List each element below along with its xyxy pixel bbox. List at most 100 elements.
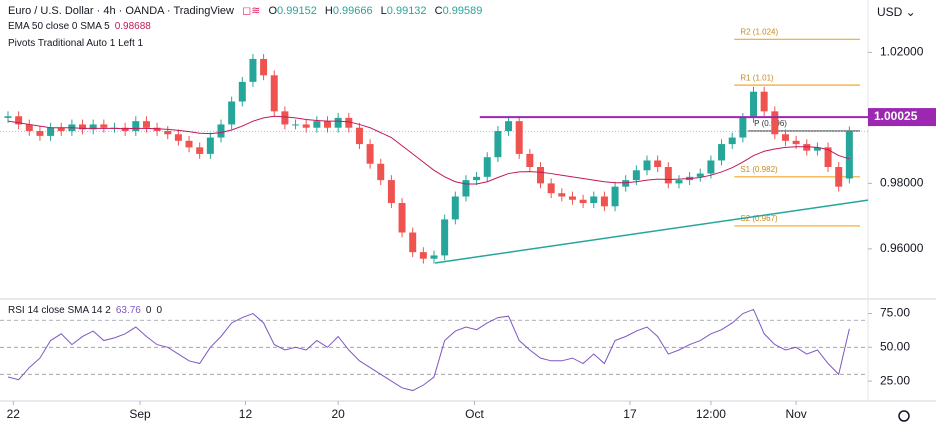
candle-body [270,75,278,112]
candle-body [313,121,321,128]
rsi-value: 0 [156,305,162,316]
candle-body [441,219,449,256]
candle-body [121,127,129,131]
rsi-y-tick-label: 50.00 [880,339,910,353]
pivot-label: S2 (0.967) [740,214,778,223]
rsi-name: RSI 14 close SMA 14 2 [8,305,111,316]
candle-body [792,140,800,145]
pivot-label: R2 (1.024) [740,27,778,36]
candle-body [142,121,150,128]
candle-body [174,134,182,141]
candle-body [643,160,651,171]
candle-body [568,196,576,200]
candle-body [377,163,385,181]
candle-body [728,137,736,145]
rsi-line [7,308,850,392]
candle-body [132,121,140,131]
x-tick-label: 17 [623,407,637,421]
candle-body [25,124,33,131]
candle-body [579,199,587,204]
candle-body [260,58,268,76]
pivot-label: R1 (1.01) [740,73,774,82]
candle-body [824,147,832,168]
ema-name: EMA 50 close 0 SMA 5 [8,21,110,32]
candle-body [100,124,108,128]
candle-body [473,176,481,181]
candle-body [334,117,342,128]
candle-body [355,127,363,145]
ohlc-value: 0.99132 [386,5,427,17]
pivot-label: S1 (0.982) [740,165,778,174]
candle-body [409,232,417,253]
level-label: 1.00025 [874,109,918,123]
candle-body [547,183,555,194]
candle-body [238,81,246,102]
rsi-legend: RSI 14 close SMA 14 2 63.76 0 0 [8,305,167,316]
candle-body [228,101,236,125]
candle-body [419,252,427,259]
ema-line [7,115,850,185]
candle-body [707,160,715,174]
candle-body [217,124,225,138]
x-tick-label: Oct [465,407,484,421]
candle-body [526,153,534,168]
ohlc-value: 0.99589 [442,5,483,17]
x-tick-label: 20 [331,407,345,421]
candle-body [611,186,619,207]
y-tick-label: 1.02000 [880,45,924,59]
y-tick-label: 0.98000 [880,176,924,190]
candle-body [345,117,353,128]
indicator-name: Pivots Traditional Auto 1 Left 1 [8,38,144,49]
candle-body [760,91,768,112]
x-tick-label: 22 [7,407,21,421]
ohlc-value: 0.99152 [277,5,317,17]
pivot-legend: Pivots Traditional Auto 1 Left 1 [8,38,148,49]
y-tick-label: 0.96000 [880,241,924,255]
candle-body [196,147,204,154]
currency[interactable]: USD ⌄ [877,5,916,19]
candle-body [323,121,331,128]
candle-body [590,196,598,204]
candle-body [249,58,257,82]
candle-body [558,193,566,197]
candle-body [483,157,491,177]
candle-body [387,180,395,204]
ohlc-label: L [380,5,387,17]
candle-body [89,124,97,130]
trendline [434,199,869,264]
ema-value: 0.98688 [114,21,151,32]
candle-body [813,147,821,151]
candle-body [537,167,545,184]
candle-body [781,134,789,141]
candle-body [494,130,502,158]
candle-body [739,117,747,138]
candle-body [4,116,12,118]
candle-body [164,130,172,135]
candle-body [771,111,779,135]
x-tick-label: Sep [129,407,151,421]
level-label-box [868,108,936,127]
candle-body [622,180,630,187]
candle-body [462,180,470,197]
icon[interactable]: ◻≋ [242,5,261,17]
ohlc-label: H [324,5,333,17]
candle-body [281,111,289,125]
candle-body [185,140,193,148]
candle-body [654,160,662,168]
candle-body [718,144,726,161]
candle-body [57,127,65,131]
candle-body [600,196,608,207]
candle-body [505,121,513,131]
candle-body [696,173,704,177]
x-tick-label: 12:00 [696,407,726,421]
candle-body [79,124,87,130]
candle-body [302,124,310,128]
candle-body [292,124,300,126]
candle-body [451,196,459,220]
header: Euro / U.S. Dollar · 4h · OANDA · Tradin… [8,4,487,17]
settings-icon[interactable] [898,410,910,422]
candle-body [803,144,811,151]
ohlc-label: C [434,5,443,17]
